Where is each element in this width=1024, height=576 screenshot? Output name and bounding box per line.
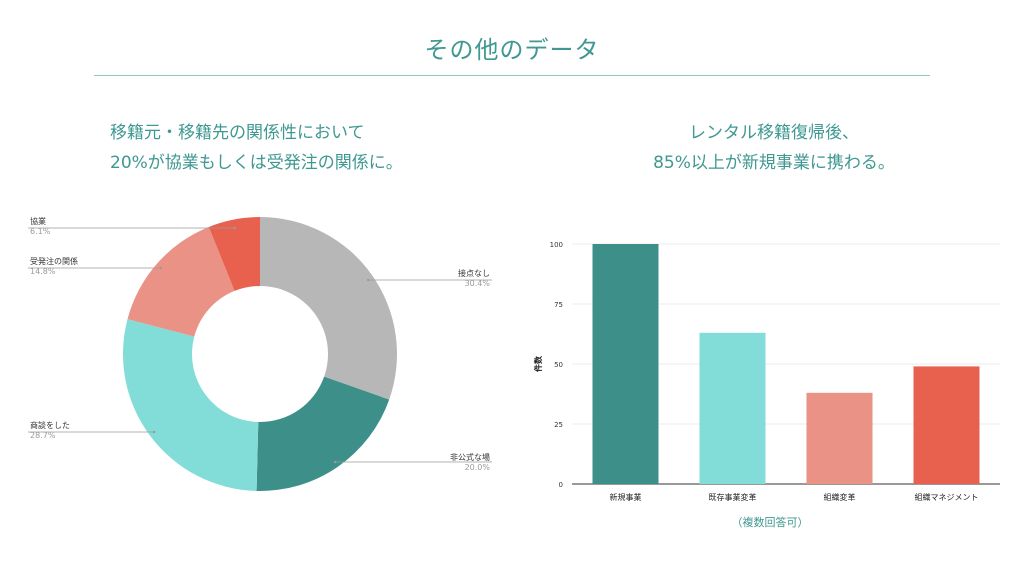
leader-dot — [233, 226, 236, 230]
bar — [699, 332, 766, 484]
right-headline-line-1: レンタル移籍復帰後、 — [689, 123, 859, 143]
slice-percent: 14.8% — [30, 267, 56, 276]
donut-slice — [122, 319, 259, 491]
slice-label: 商談をした — [30, 420, 70, 430]
donut-slice — [208, 217, 260, 291]
bar — [913, 366, 980, 484]
slice-label: 協業 — [30, 216, 46, 226]
x-tick-label: 既存事業変革 — [709, 492, 757, 502]
right-headline-line-2: 85%以上が新規事業に携わる。 — [653, 153, 895, 173]
slice-percent: 20.0% — [465, 463, 491, 472]
leader-dot — [152, 430, 156, 434]
x-tick-label: 新規事業 — [610, 492, 642, 502]
donut-slice — [256, 376, 390, 491]
y-tick-label: 50 — [554, 361, 563, 369]
y-axis-label: 件数 — [533, 355, 543, 372]
multiple-answers-note: （複数回答可） — [731, 516, 809, 529]
bar — [592, 244, 659, 484]
page-title: その他のデータ — [424, 36, 600, 64]
slice-percent: 30.4% — [465, 279, 491, 288]
donut-slice — [260, 217, 397, 400]
title-divider — [94, 75, 930, 76]
bar — [806, 392, 873, 484]
slice-percent: 28.7% — [30, 431, 56, 440]
y-tick-label: 100 — [550, 241, 563, 249]
y-tick-label: 25 — [554, 421, 563, 429]
slice-label: 非公式な場 — [450, 452, 490, 462]
leader-dot — [366, 278, 370, 282]
left-headline-line-1: 移籍元・移籍先の関係性において — [110, 123, 365, 143]
slice-percent: 6.1% — [30, 227, 51, 236]
y-tick-label: 75 — [554, 301, 563, 309]
leader-dot — [333, 460, 337, 464]
x-tick-label: 組織変革 — [824, 492, 856, 502]
y-tick-label: 0 — [559, 481, 563, 489]
donut-slice — [127, 226, 235, 337]
left-headline: 移籍元・移籍先の関係性において 20%が協業もしくは受発注の関係に。 — [64, 118, 510, 178]
left-headline-line-2: 20%が協業もしくは受発注の関係に。 — [110, 153, 403, 173]
leader-dot — [159, 266, 162, 270]
x-tick-label: 組織マネジメント — [915, 492, 979, 502]
slice-label: 接点なし — [458, 268, 490, 278]
right-headline: レンタル移籍復帰後、 85%以上が新規事業に携わる。 — [574, 118, 974, 178]
slice-label: 受発注の関係 — [30, 256, 78, 266]
